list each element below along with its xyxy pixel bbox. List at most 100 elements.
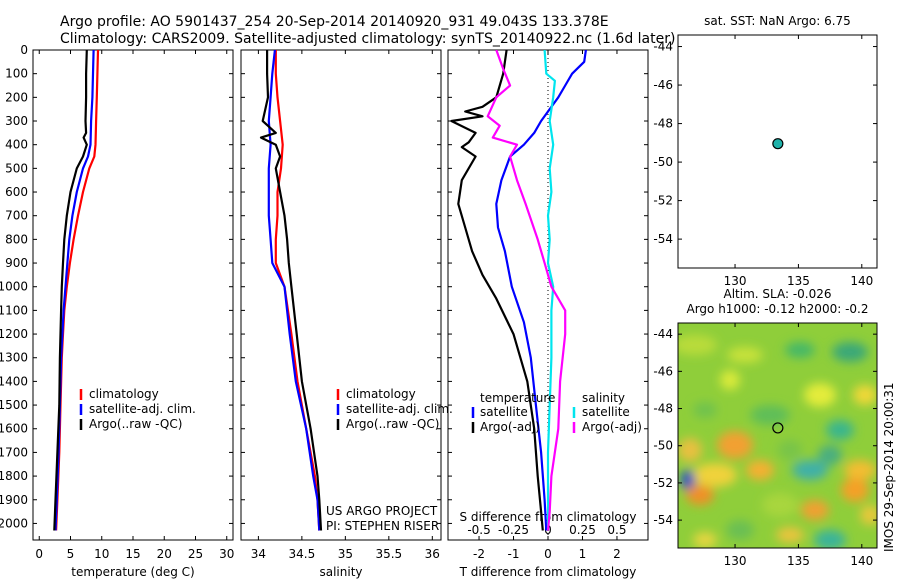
heatmap-blob bbox=[762, 493, 798, 517]
map-y-tick-label: -48 bbox=[653, 117, 673, 131]
depth-tick-label: 400 bbox=[5, 138, 28, 152]
s-tick-label: 0.25 bbox=[569, 523, 596, 537]
series-group bbox=[259, 50, 323, 531]
heatmap-blob bbox=[844, 460, 876, 480]
heatmap-group bbox=[678, 323, 877, 548]
map-y-tick-label: -52 bbox=[653, 194, 673, 208]
heatmap-blob bbox=[678, 438, 702, 462]
depth-tick-label: 1000 bbox=[0, 280, 28, 294]
series-line-argo-raw-qc- bbox=[259, 50, 323, 531]
heatmap-blob bbox=[841, 478, 869, 502]
heatmap-blob bbox=[717, 431, 753, 459]
series-line-argo-raw-qc- bbox=[53, 50, 88, 531]
legend-label: Argo(-adj) bbox=[582, 420, 642, 434]
argo-location-marker bbox=[772, 422, 784, 434]
x-tick-label: 1 bbox=[579, 547, 587, 561]
heatmap-blob bbox=[720, 370, 740, 390]
x-tick-label: -1 bbox=[508, 547, 520, 561]
depth-tick-label: 1900 bbox=[0, 493, 28, 507]
map-x-tick-label: 135 bbox=[787, 554, 810, 568]
heatmap-blob bbox=[801, 500, 829, 520]
map-title: Altim. SLA: -0.026 bbox=[723, 287, 831, 301]
map-x-tick-label: 130 bbox=[724, 554, 747, 568]
map-y-tick-label: -52 bbox=[653, 476, 673, 490]
depth-tick-label: 300 bbox=[5, 114, 28, 128]
map-y-tick-label: -50 bbox=[653, 439, 673, 453]
x-tick-label: 34 bbox=[251, 547, 266, 561]
difference-panel: -2 -1 0 1 2 T difference from climatology -0.5… bbox=[447, 49, 649, 579]
depth-tick-label: 100 bbox=[5, 67, 28, 81]
x-tick-label: 0 bbox=[35, 547, 43, 561]
heatmap-blob bbox=[853, 385, 877, 405]
map-frame bbox=[677, 322, 878, 549]
s-tick-label: 0.5 bbox=[607, 523, 626, 537]
x-tick-label: 15 bbox=[125, 547, 140, 561]
map-x-tick-label: 140 bbox=[850, 554, 873, 568]
heatmap-blob bbox=[681, 470, 695, 490]
legend-label: climatology bbox=[89, 387, 159, 401]
imos-timestamp: IMOS 29-Sep-2014 20:00:31 bbox=[882, 382, 896, 552]
map-y-tick-label: -54 bbox=[653, 513, 673, 527]
heatmap-blob bbox=[726, 520, 754, 540]
legend-label: Argo(..raw -QC) bbox=[89, 417, 182, 431]
credit-project: US ARGO PROJECT bbox=[326, 504, 438, 518]
depth-tick-label: 600 bbox=[5, 185, 28, 199]
x-tick-label: 35.5 bbox=[375, 547, 402, 561]
x-tick-label: -2 bbox=[473, 547, 485, 561]
heatmap-blob bbox=[693, 463, 737, 487]
heatmap-blob bbox=[832, 342, 868, 362]
x-tick-label: 35 bbox=[338, 547, 353, 561]
x-tick-label: 36 bbox=[425, 547, 440, 561]
heatmap-blob bbox=[776, 527, 804, 543]
x-tick-label: 2 bbox=[613, 547, 621, 561]
title-line-2: Climatology: CARS2009. Satellite-adjuste… bbox=[60, 31, 675, 47]
salinity-panel: 34 34.5 35 35.5 36 salinity climatologysatelli… bbox=[240, 49, 453, 579]
temperature-panel: 0100200300400500600700800900100011001200… bbox=[0, 43, 234, 579]
depth-tick-label: 1600 bbox=[0, 422, 28, 436]
heatmap-blob bbox=[727, 347, 763, 363]
map-y-tick-label: -44 bbox=[653, 327, 673, 341]
plot-frame bbox=[240, 49, 442, 541]
depth-tick-label: 2000 bbox=[0, 516, 28, 530]
series-line-satellite-adj-clim- bbox=[267, 50, 321, 531]
heatmap-blob bbox=[826, 420, 854, 440]
depth-tick-label: 500 bbox=[5, 161, 28, 175]
depth-tick-label: 700 bbox=[5, 209, 28, 223]
depth-tick-label: 0 bbox=[20, 43, 28, 57]
series-line-climatology bbox=[274, 50, 321, 531]
depth-tick-label: 200 bbox=[5, 90, 28, 104]
heatmap-blob bbox=[693, 402, 717, 418]
heatmap-blob bbox=[860, 505, 877, 525]
depth-tick-label: 800 bbox=[5, 232, 28, 246]
s-tick-label: -0.25 bbox=[498, 523, 529, 537]
legend-label: satellite bbox=[582, 405, 630, 419]
map-title: sat. SST: NaN Argo: 6.75 bbox=[704, 14, 851, 28]
x-axis-label: temperature (deg C) bbox=[71, 565, 194, 579]
map-subtitle: Argo h1000: -0.12 h2000: -0.2 bbox=[687, 302, 869, 316]
heatmap-blob bbox=[678, 335, 717, 355]
depth-tick-label: 1300 bbox=[0, 351, 28, 365]
plot-frame bbox=[32, 49, 234, 541]
heatmap-blobs bbox=[678, 335, 877, 548]
map-y-tick-label: -48 bbox=[653, 402, 673, 416]
heatmap-blob bbox=[818, 445, 842, 465]
heatmap-blob bbox=[686, 485, 714, 505]
depth-tick-label: 1200 bbox=[0, 327, 28, 341]
heatmap-blob bbox=[804, 383, 836, 407]
title-line-1: Argo profile: AO 5901437_254 20-Sep-2014… bbox=[60, 14, 609, 30]
series-group bbox=[53, 50, 100, 531]
heatmap-blob bbox=[778, 440, 802, 460]
legend-title-salinity: salinity bbox=[582, 391, 625, 405]
legend-label: satellite bbox=[480, 405, 528, 419]
legend-label: Argo(-adj) bbox=[480, 420, 540, 434]
x-tick-label: 10 bbox=[94, 547, 109, 561]
legend-title-temperature: temperature bbox=[480, 391, 555, 405]
heatmap-blob bbox=[693, 532, 717, 548]
depth-tick-label: 1800 bbox=[0, 469, 28, 483]
depth-tick-label: 1700 bbox=[0, 445, 28, 459]
map-x-tick-label: 135 bbox=[787, 274, 810, 288]
s-tick-label: -0.5 bbox=[467, 523, 490, 537]
map-y-tick-label: -50 bbox=[653, 155, 673, 169]
map-frame bbox=[677, 34, 878, 269]
